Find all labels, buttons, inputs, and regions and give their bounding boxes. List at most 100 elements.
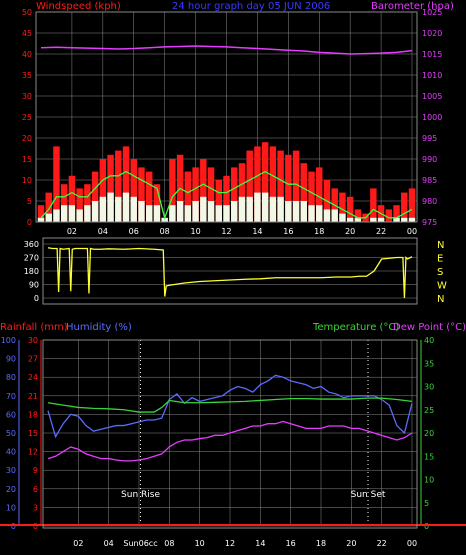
chart-title: 24 hour graph day 05 JUN 2006 — [172, 1, 330, 12]
windspeed-tick: 45 — [22, 29, 32, 38]
humidity-y-ticks: 0 10 20 30 40 50 60 70 80 90 100 — [1, 336, 20, 531]
x-tick-label: 16 — [286, 539, 296, 548]
wind-bar — [316, 205, 323, 222]
windspeed-tick: 15 — [22, 155, 32, 164]
wind-bar — [339, 213, 346, 222]
compass-label: N — [437, 240, 444, 251]
temperature-tick: 35 — [424, 359, 434, 368]
gust-bar — [76, 188, 83, 222]
wind-bar — [161, 217, 168, 222]
wind-bar — [370, 217, 377, 222]
humidity-tick: 80 — [6, 373, 16, 382]
wind-bar — [269, 196, 277, 222]
gust-bar — [246, 150, 253, 222]
x-tick-label: 22 — [377, 539, 387, 548]
barometer-y-ticks: 975 980 985 990 995 1000 1005 1010 1015 1020 1025 — [422, 8, 442, 227]
wind-bar — [246, 196, 253, 222]
x-tick-label: 12 — [221, 227, 231, 236]
windspeed-tick: 25 — [22, 113, 32, 122]
wind-bar — [37, 217, 45, 222]
humidity-tick: 60 — [6, 410, 16, 419]
wind-bar — [192, 201, 199, 222]
rainfall-tick: 18 — [28, 410, 38, 419]
rainfall-axis-title: Rainfall (mm) — [0, 322, 68, 333]
windspeed-tick: 35 — [22, 71, 32, 80]
wind-bar — [377, 217, 385, 222]
gust-bar — [207, 167, 215, 222]
dewpoint-axis-title: Dew Point (°C) — [393, 322, 466, 333]
wind-bar — [45, 213, 52, 222]
gust-bar — [169, 159, 176, 222]
x-tick-label: 10 — [190, 227, 200, 236]
windspeed-tick: 50 — [22, 8, 32, 17]
gust-bar — [223, 175, 230, 222]
windspeed-axis-title: Windspeed (kph) — [36, 1, 121, 12]
windspeed-tick: 30 — [22, 92, 32, 101]
barometer-tick: 1025 — [422, 8, 442, 17]
wind-bar — [153, 205, 161, 222]
series-wind-direction — [47, 247, 413, 299]
direction-grid — [43, 243, 417, 299]
wind-baro-panel: Windspeed (kph) 24 hour graph day 05 JUN… — [22, 1, 454, 236]
rainfall-tick: 3 — [33, 503, 38, 512]
wind-bar — [331, 209, 338, 222]
barometer-tick: 1000 — [422, 113, 442, 122]
series-dewpoint — [47, 420, 413, 462]
compass-label: E — [437, 254, 443, 265]
x-tick-label: 22 — [376, 227, 386, 236]
gust-bar — [99, 159, 107, 222]
compass-label: N — [437, 294, 444, 305]
rainfall-tick: 0 — [33, 522, 38, 531]
temperature-tick: 5 — [424, 499, 429, 508]
gust-bar — [316, 167, 323, 222]
gust-bar — [145, 171, 153, 222]
wind-bar — [285, 201, 292, 222]
barometer-tick: 980 — [422, 197, 437, 206]
wind-bar — [138, 201, 145, 222]
sun-rise-label: Sun Rise — [121, 490, 160, 500]
x-tick-label: 08 — [164, 539, 174, 548]
gust-bar — [37, 205, 45, 222]
direction-y-ticks: 0 90 180 270 360 — [24, 240, 39, 303]
x-tick-label: 20 — [345, 227, 355, 236]
x-tick-label: 20 — [346, 539, 356, 548]
wind-bar — [401, 217, 408, 222]
windspeed-tick: 20 — [22, 134, 32, 143]
gust-bar — [339, 192, 346, 222]
wind-bar — [346, 217, 354, 222]
wind-bar — [200, 196, 207, 222]
direction-tick: 270 — [24, 254, 39, 263]
x-tick-label: 18 — [314, 227, 324, 236]
gust-bar — [308, 171, 315, 222]
series-barometer — [40, 45, 413, 55]
wind-bar — [122, 192, 130, 222]
rainfall-tick: 24 — [28, 373, 38, 382]
temperature-tick: 15 — [424, 452, 434, 461]
wind-bar — [215, 205, 222, 222]
temperature-axis-title: Temperature (°C) — [312, 322, 399, 333]
sun-set-label: Sun Set — [351, 490, 386, 500]
wind-bar — [408, 217, 416, 222]
humidity-tick: 50 — [6, 429, 16, 438]
wind-bar — [60, 205, 68, 222]
compass-label: S — [437, 267, 443, 278]
gust-bar — [60, 184, 68, 222]
direction-tick: 0 — [34, 294, 39, 303]
x-tick-label: 14 — [255, 539, 265, 548]
direction-tick: 360 — [24, 240, 39, 249]
temperature-tick: 10 — [424, 476, 434, 485]
wind-bar — [300, 201, 308, 222]
temperature-tick: 30 — [424, 383, 434, 392]
rainfall-tick: 30 — [28, 336, 38, 345]
wind-bar — [323, 209, 331, 222]
gust-bar — [130, 159, 137, 222]
gust-bar — [215, 180, 222, 222]
wind-bar — [231, 201, 238, 222]
rainfall-tick: 9 — [33, 466, 38, 475]
gust-bar — [277, 150, 284, 222]
barometer-tick: 985 — [422, 176, 437, 185]
wind-bar — [254, 192, 261, 222]
humidity-tick: 90 — [6, 355, 16, 364]
wind-bar — [107, 192, 114, 222]
